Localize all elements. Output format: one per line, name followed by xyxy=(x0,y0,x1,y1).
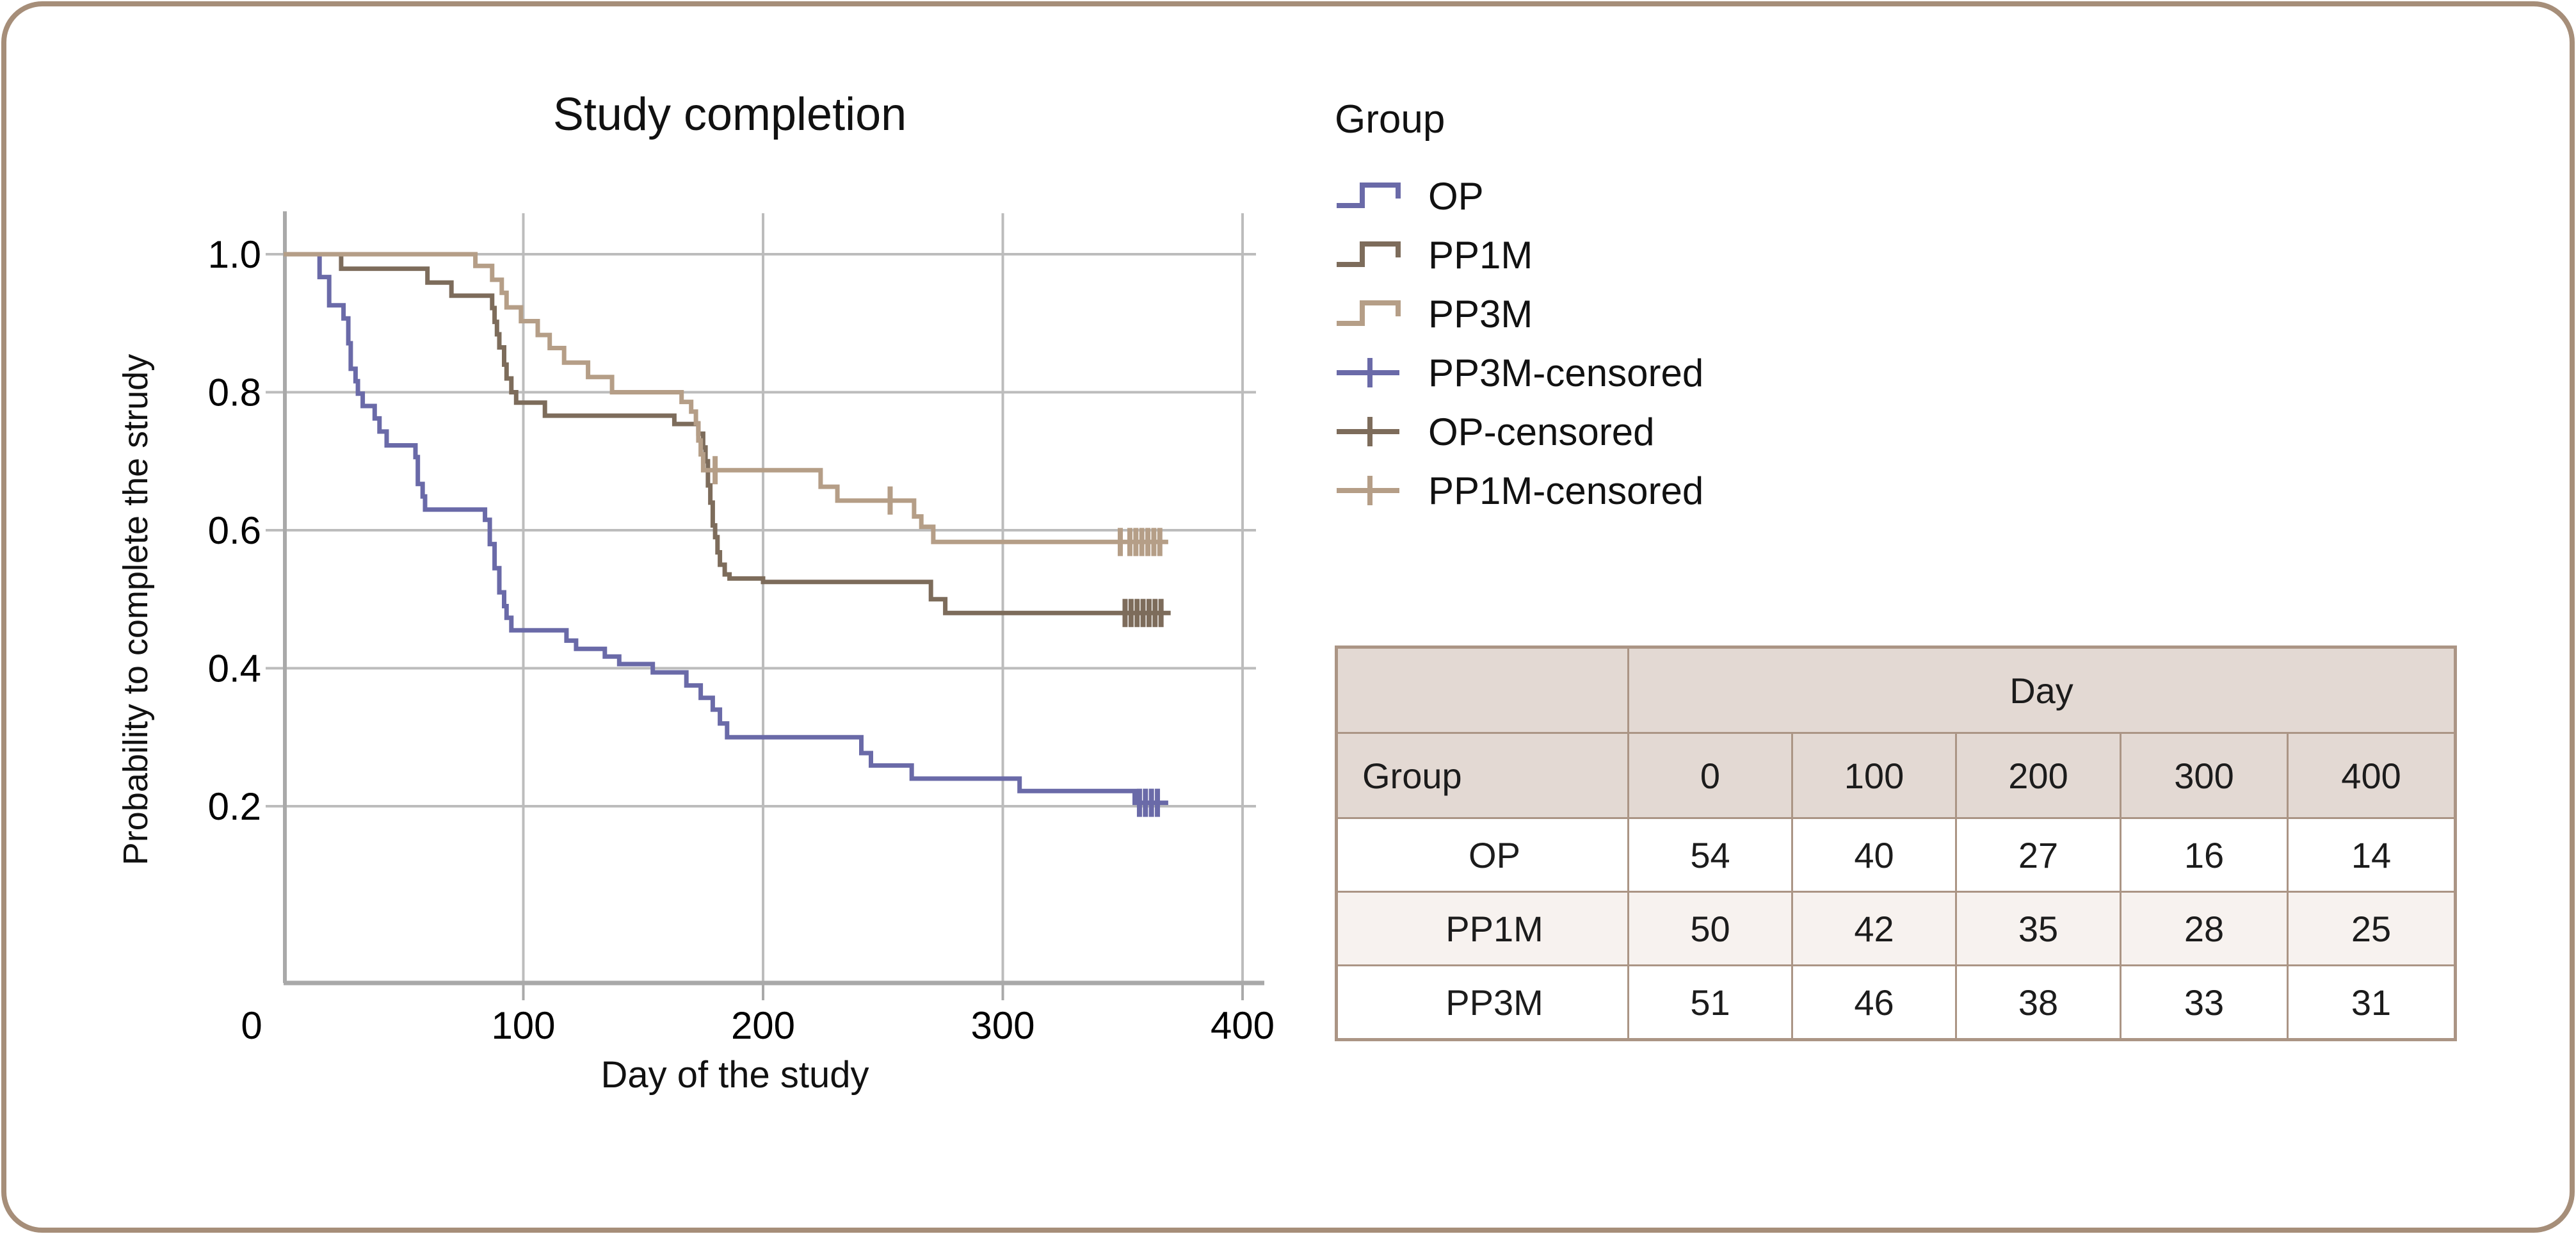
legend-item-pp1m: PP1M xyxy=(1335,225,1703,284)
x-tick-label: 200 xyxy=(731,1004,795,1047)
table-col-header-300: 300 xyxy=(2120,732,2289,819)
legend-step-glyph-op xyxy=(1337,183,1401,208)
cell-pp3m-200: 38 xyxy=(1955,964,2121,1041)
legend-item-pp3m-censored: PP3M-censored xyxy=(1335,343,1703,402)
table-col-header-100: 100 xyxy=(1791,732,1957,819)
legend-label: PP1M xyxy=(1428,233,1533,277)
x-tick-label: 100 xyxy=(491,1004,555,1047)
cell-group-pp3m: PP3M xyxy=(1335,964,1629,1041)
series-op-path xyxy=(284,252,1168,806)
x-tick-label: 300 xyxy=(970,1004,1034,1047)
y-tick-label: 0.2 xyxy=(208,785,261,828)
legend-label: PP3M xyxy=(1428,292,1533,336)
table-header-group: Group xyxy=(1335,732,1629,819)
table-header-day: Day xyxy=(1627,646,2457,734)
y-tick-label: 0.8 xyxy=(208,371,261,414)
legend-label: PP3M-censored xyxy=(1428,351,1704,394)
cell-pp3m-400: 31 xyxy=(2286,964,2457,1041)
table-row-pp1m: PP1M 50 42 35 28 25 xyxy=(1335,891,2457,966)
legend-item-pp1m-censored: PP1M-censored xyxy=(1335,461,1703,520)
cell-op-100: 40 xyxy=(1791,817,1957,893)
table-col-header-400: 400 xyxy=(2286,732,2457,819)
legend: Group OP PP1M PP3M PP3M-censored OP-censored… xyxy=(1335,97,1703,520)
series-pp1m-path xyxy=(284,252,1171,615)
series-pp3m-path xyxy=(284,252,1168,544)
cell-op-400: 14 xyxy=(2286,817,2457,893)
legend-censored-glyph-pp3m-censored xyxy=(1337,358,1399,387)
legend-label: OP xyxy=(1428,174,1484,218)
legend-censored-glyph-pp1m-censored xyxy=(1337,476,1399,505)
cell-pp1m-200: 35 xyxy=(1955,891,2121,966)
cell-op-0: 54 xyxy=(1627,817,1793,893)
legend-title: Group xyxy=(1335,97,1445,142)
table-col-header-200: 200 xyxy=(1955,732,2121,819)
cell-pp1m-100: 42 xyxy=(1791,891,1957,966)
x-tick-label: 400 xyxy=(1211,1004,1275,1047)
y-tick-label: 1.0 xyxy=(208,233,261,276)
y-axis-title: Probability to complete the strudy xyxy=(117,353,155,866)
legend-label: PP1M-censored xyxy=(1428,469,1704,512)
table-row-op: OP 54 40 27 16 14 xyxy=(1335,817,2457,893)
legend-label: OP-censored xyxy=(1428,410,1655,453)
legend-step-glyph-pp1m xyxy=(1337,241,1401,267)
cell-pp3m-0: 51 xyxy=(1627,964,1793,1041)
legend-censored-glyph-op-censored xyxy=(1337,417,1399,446)
y-tick-label: 0.4 xyxy=(208,647,261,690)
x-tick-label: 0 xyxy=(241,1004,262,1047)
cell-group-pp1m: PP1M xyxy=(1335,891,1629,966)
legend-step-glyph-pp3m xyxy=(1337,300,1401,326)
risk-table: Day Group 0 100 200 300 400 OP 54 40 27 16 14 PP1M 50 4… xyxy=(1335,645,2458,1041)
table-row-pp3m: PP3M 51 46 38 33 31 xyxy=(1335,964,2457,1041)
cell-pp1m-400: 25 xyxy=(2286,891,2457,966)
cell-group-op: OP xyxy=(1335,817,1629,893)
cell-op-300: 16 xyxy=(2120,817,2289,893)
table-col-header-0: 0 xyxy=(1627,732,1793,819)
legend-items: OP PP1M PP3M PP3M-censored OP-censored PP1M-c… xyxy=(1335,166,1703,520)
cell-op-200: 27 xyxy=(1955,817,2121,893)
cell-pp1m-300: 28 xyxy=(2120,891,2289,966)
legend-item-op-censored: OP-censored xyxy=(1335,402,1703,461)
y-tick-label: 0.6 xyxy=(208,509,261,552)
chart-title: Study completion xyxy=(552,89,907,140)
cell-pp3m-100: 46 xyxy=(1791,964,1957,1041)
legend-item-op: OP xyxy=(1335,166,1703,225)
table-corner-cell xyxy=(1335,646,1629,734)
cell-pp1m-0: 50 xyxy=(1627,891,1793,966)
cell-pp3m-300: 33 xyxy=(2120,964,2289,1041)
legend-item-pp3m: PP3M xyxy=(1335,284,1703,343)
x-axis-title: Day of the study xyxy=(600,1054,869,1096)
